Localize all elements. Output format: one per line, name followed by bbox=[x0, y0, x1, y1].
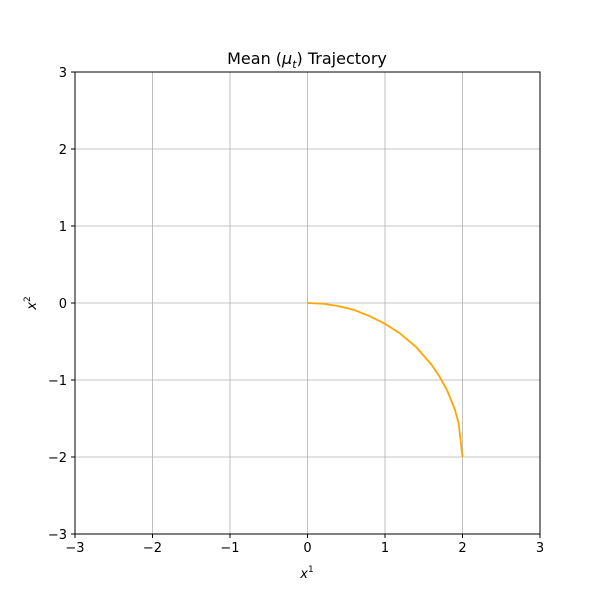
x-axis-label: x1 bbox=[299, 565, 313, 582]
y-tick-label: 0 bbox=[59, 297, 67, 312]
x-tick-label: 2 bbox=[458, 541, 466, 556]
y-tick-label: −2 bbox=[48, 451, 67, 466]
x-tick-label: 1 bbox=[381, 541, 389, 556]
series-layer bbox=[307, 302, 464, 458]
y-tick-label: 1 bbox=[59, 220, 67, 235]
x-tick-label: −2 bbox=[143, 541, 162, 556]
x-tick-label: −3 bbox=[65, 541, 84, 556]
x-tick-label: 0 bbox=[303, 541, 311, 556]
ticks: −3 −2 −1 0 1 2 3 −3 −2 −1 0 1 2 3 bbox=[48, 66, 544, 556]
x-tick-label: 3 bbox=[536, 541, 544, 556]
y-tick-label: 2 bbox=[59, 143, 67, 158]
trajectory-line bbox=[307, 302, 464, 458]
y-tick-label: −3 bbox=[48, 528, 67, 543]
x-tick-label: −1 bbox=[220, 541, 239, 556]
y-axis-label: x2 bbox=[23, 296, 40, 310]
chart-title: Mean (μt) Trajectory bbox=[227, 49, 387, 71]
y-tick-label: −1 bbox=[48, 374, 67, 389]
y-tick-label: 3 bbox=[59, 66, 67, 81]
